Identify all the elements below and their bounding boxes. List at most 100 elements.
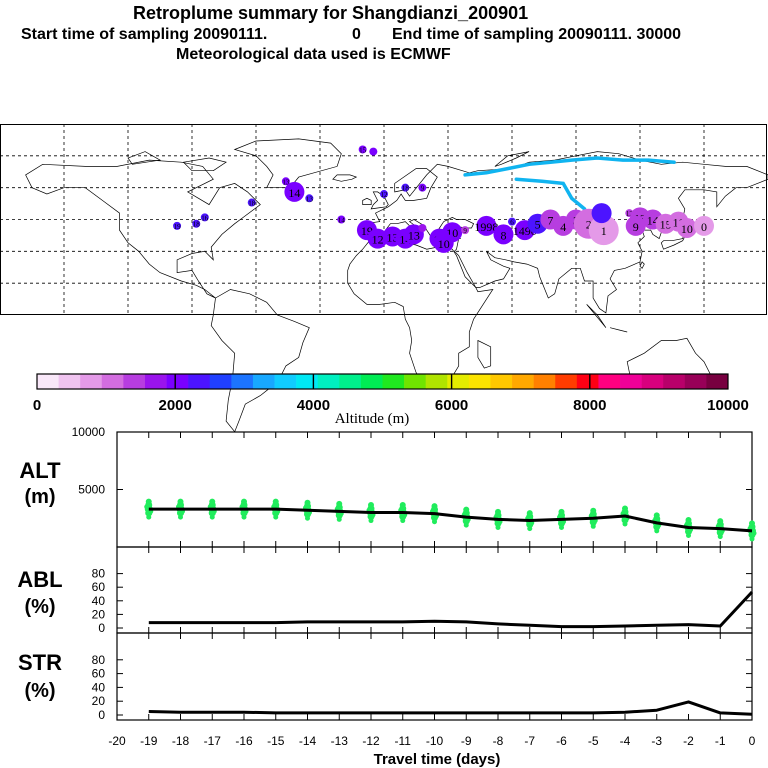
x-tick-label: -18 [172, 734, 190, 748]
plume-centroid-label: 9 [633, 220, 639, 234]
altitude-sample-dot [717, 518, 724, 525]
plume-centroid-marker [284, 181, 305, 202]
x-tick-label: -9 [461, 734, 472, 748]
colorbar-frame [36, 373, 729, 390]
colorbar-tick-label: 6000 [435, 397, 468, 414]
altitude-sample-dot [144, 504, 150, 510]
altitude-sample-dot [622, 505, 628, 512]
x-tick-label: -10 [426, 734, 444, 748]
x-tick-label: 0 [749, 734, 756, 748]
plume-centroid-marker [461, 226, 470, 235]
altitude-sample-dot [751, 530, 757, 536]
y-tick-label: 0 [98, 621, 105, 635]
colorbar-swatch [58, 374, 81, 389]
panel-label: ALT [19, 458, 61, 483]
colorbar-swatch [166, 374, 189, 389]
coastline [494, 151, 530, 167]
y-tick-label: 5000 [78, 483, 105, 497]
colorbar-swatch [490, 374, 513, 389]
y-tick-label: 80 [92, 653, 106, 667]
plume-track [463, 156, 676, 177]
altitude-sample-dot [368, 502, 374, 509]
altitude-sample-dot [399, 502, 406, 509]
plume-centroid-label: 12 [372, 233, 384, 247]
plume-centroid-label: 4 [560, 220, 566, 234]
plume-centroid-label: 14 [288, 186, 300, 200]
x-tick-label: -6 [556, 734, 567, 748]
colorbar-swatch [576, 374, 599, 389]
altitude-sample-dot [241, 498, 247, 505]
altitude-sample-dot [177, 498, 184, 505]
y-tick-label: 80 [92, 567, 106, 581]
coastline [370, 191, 389, 210]
colorbar-swatch [317, 374, 340, 389]
y-tick-label: 60 [92, 667, 106, 681]
plume-centroid-label: 13 [306, 195, 314, 203]
colorbar-swatch [468, 374, 491, 389]
altitude-sample-dot [590, 507, 597, 514]
x-axis-title: Travel time (days) [374, 751, 501, 768]
colorbar-swatch [512, 374, 534, 389]
series-line [148, 507, 753, 533]
y-tick-label: 20 [92, 607, 106, 621]
x-tick-label: -11 [395, 734, 412, 748]
plume-centroid-marker [493, 224, 514, 245]
plume-centroid-marker [625, 215, 646, 236]
x-tick-label: -16 [235, 734, 253, 748]
plume-centroid-label: 18 [402, 185, 410, 193]
coastline [626, 337, 711, 386]
plume-centroid-label: 12 [626, 210, 634, 218]
colorbar-title: Altitude (m) [335, 411, 410, 427]
plume-centroid-label: 13 [282, 178, 290, 186]
plume-centroid-label: 13 [387, 230, 399, 244]
colorbar-swatch [533, 374, 556, 389]
colorbar-swatch [296, 374, 319, 389]
altitude-sample-dot [685, 516, 692, 523]
coastline [25, 159, 261, 299]
plume-centroid-marker [433, 232, 454, 253]
x-tick-label: -4 [620, 734, 631, 748]
altitude-sample-dot [272, 498, 279, 505]
series-line [148, 700, 753, 716]
altitude-sample-dot [304, 499, 311, 506]
coastline [477, 339, 492, 369]
plume-centroid-label: 10 [681, 222, 693, 236]
plume-centroid-marker [281, 177, 290, 186]
colorbar-swatch [252, 374, 275, 389]
colorbar-tick-label: 2000 [159, 397, 192, 414]
plume-centroid-marker [588, 215, 619, 246]
series-line [148, 590, 754, 629]
world-map: 1918161813141314151218919121314131210109… [0, 124, 768, 433]
x-tick-label: -7 [524, 734, 535, 748]
panel-frame [116, 632, 753, 721]
plume-centroid-label: 7 [547, 214, 553, 228]
x-tick-label: -3 [651, 734, 662, 748]
plume-centroid-marker [694, 215, 714, 236]
altitude-sample-dot [431, 503, 438, 510]
y-tick-label: 0 [98, 708, 105, 722]
y-tick-label: 20 [92, 694, 106, 708]
altitude-sample-dot [558, 508, 565, 515]
plume-centroid-label: 18 [193, 221, 201, 229]
plume-centroid-marker [591, 203, 612, 224]
plume-centroid-label: 11 [673, 216, 685, 230]
plume-centroid-label: 14 [338, 217, 346, 225]
panel-label: ABL [17, 567, 62, 592]
altitude-colorbar: 0 2000 4000 6000 8000 10000 Altitude (m) [33, 373, 749, 427]
plume-centroid-label: 12 [381, 191, 389, 199]
colorbar-swatch [360, 374, 383, 389]
colorbar-swatch [382, 374, 405, 389]
x-tick-label: -8 [493, 734, 504, 748]
panel-alt: 10000 5000 ALT (m) [19, 425, 757, 548]
plume-centroid-marker [200, 213, 209, 222]
plume-centroid-label: 6 [510, 219, 514, 227]
x-tick-label: -5 [588, 734, 599, 748]
colorbar-swatch [663, 374, 686, 389]
colorbar-swatch [80, 374, 103, 389]
colorbar-swatch [144, 374, 167, 389]
altitude-sample-dot [145, 498, 152, 505]
x-tick-label: -20 [108, 734, 126, 748]
x-tick-label: -13 [331, 734, 349, 748]
